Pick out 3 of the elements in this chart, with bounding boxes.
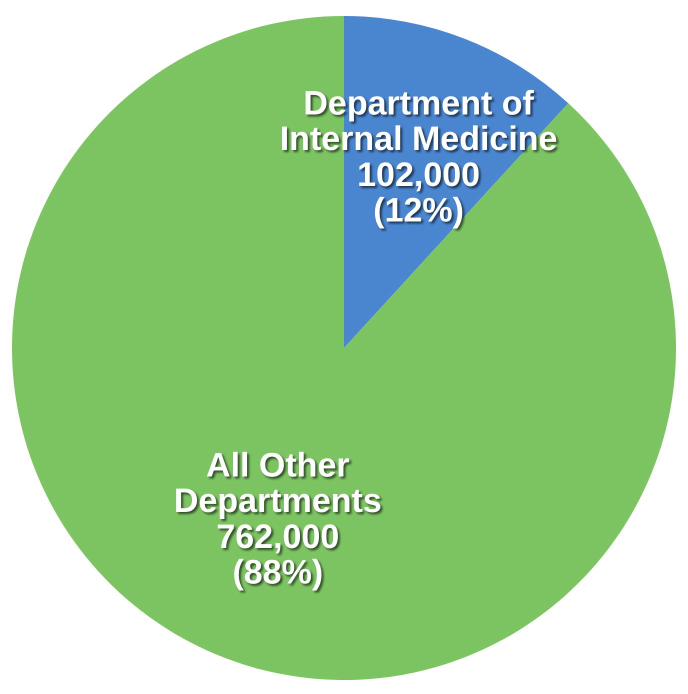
slice-label: All Other Departments — [174, 446, 382, 520]
data-label: 102,000 (12%) — [357, 156, 480, 230]
data-label: 762,000 (88%) — [216, 518, 340, 592]
